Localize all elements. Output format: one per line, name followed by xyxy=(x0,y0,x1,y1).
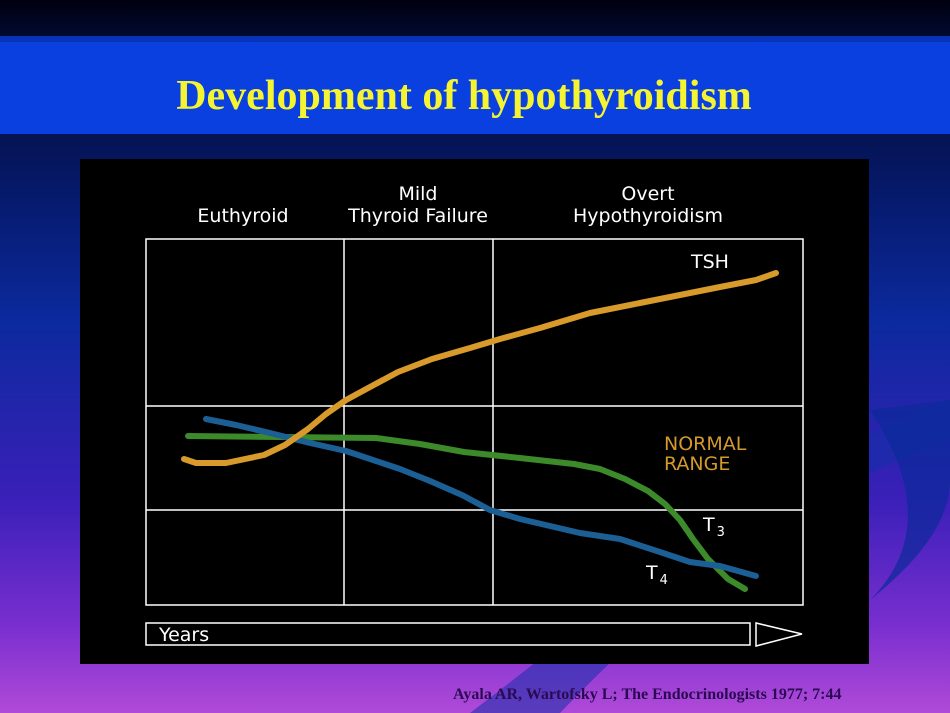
t4-label-base: T xyxy=(645,562,658,584)
years-bar xyxy=(145,622,751,646)
title-band: Development of hypothyroidism xyxy=(0,36,950,134)
normal-range-label-line2: RANGE xyxy=(664,453,730,475)
stage-2-line2: Thyroid Failure xyxy=(347,205,488,227)
time-arrow-icon xyxy=(755,622,803,647)
tsh-label: TSH xyxy=(690,251,729,273)
plot-frame xyxy=(145,238,804,606)
stage-3-line1: Overt xyxy=(621,183,674,205)
diagram-panel: Euthyroid Mild Thyroid Failure Overt Hyp… xyxy=(80,159,869,664)
t4-curve xyxy=(203,416,759,579)
t3-label-base: T xyxy=(702,514,715,536)
stage-1-line2: Euthyroid xyxy=(197,205,288,227)
hypothyroidism-diagram: Euthyroid Mild Thyroid Failure Overt Hyp… xyxy=(145,183,804,647)
top-band xyxy=(0,0,950,36)
tsh-curve xyxy=(181,270,779,466)
citation: Ayala AR, Wartofsky L; The Endocrinologi… xyxy=(453,686,842,703)
normal-range-label-line1: NORMAL xyxy=(664,433,747,455)
stage-3-line2: Hypothyroidism xyxy=(573,205,723,227)
stage-2-line1: Mild xyxy=(398,183,437,205)
slide-title: Development of hypothyroidism xyxy=(176,73,752,119)
t3-label-sub: 3 xyxy=(717,525,725,540)
years-label: Years xyxy=(158,624,209,646)
t4-label-sub: 4 xyxy=(660,573,668,588)
t3-curve xyxy=(185,433,748,592)
